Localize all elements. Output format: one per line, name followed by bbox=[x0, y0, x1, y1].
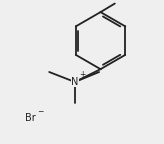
Text: N: N bbox=[71, 77, 79, 87]
Text: −: − bbox=[37, 107, 43, 116]
Text: +: + bbox=[80, 70, 86, 79]
Text: Br: Br bbox=[25, 113, 36, 123]
